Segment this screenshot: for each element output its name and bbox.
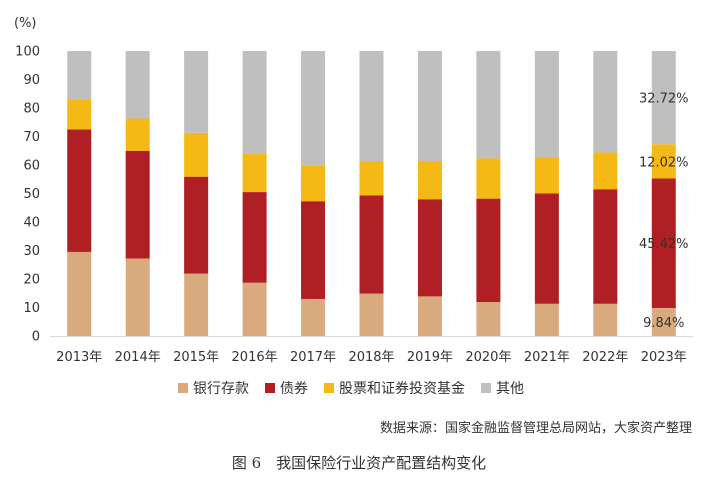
y-tick-label: 70: [23, 130, 40, 145]
x-tick-label: 2017年: [290, 350, 336, 365]
legend-item-bonds: 债券: [265, 378, 308, 398]
bar-segment-0-2: [184, 273, 209, 336]
legend-item-other: 其他: [481, 378, 524, 398]
x-tick-label: 2020年: [465, 350, 511, 365]
bar-segment-2-6: [417, 161, 442, 200]
y-tick-label: 80: [23, 102, 40, 117]
bar-segment-0-5: [359, 293, 384, 336]
bar-segment-1-1: [125, 150, 150, 259]
legend-label: 股票和证券投资基金: [339, 381, 465, 397]
bar-segment-3-2: [184, 51, 209, 133]
bar-segment-0-1: [125, 258, 150, 336]
bar-segment-0-3: [242, 282, 267, 336]
bar-segment-3-5: [359, 51, 384, 162]
bar-segment-3-6: [417, 51, 442, 162]
legend-item-stocks-funds: 股票和证券投资基金: [324, 378, 465, 398]
legend-label: 债券: [280, 381, 308, 397]
legend-swatch: [324, 383, 334, 393]
legend-label: 其他: [496, 381, 524, 397]
y-axis: 0 10 20 30 40 50 60 70 80 90 100: [15, 45, 40, 345]
bar-segment-2-9: [593, 152, 618, 190]
data-labels: 32.72% 12.02% 45.42% 9.84%: [639, 92, 689, 331]
y-tick-label: 60: [23, 159, 40, 174]
bar-segment-3-10: [651, 51, 676, 145]
x-axis: 2013年 2014年 2015年 2016年 2017年 2018年 2019年 2020年…: [50, 336, 693, 365]
bar-segment-1-9: [593, 189, 618, 304]
y-tick-label: 90: [23, 73, 40, 88]
bar-segment-2-7: [476, 158, 501, 199]
y-tick-label: 100: [15, 45, 40, 60]
bar-segment-3-0: [67, 51, 92, 100]
bar-segment-1-7: [476, 198, 501, 303]
bar-segment-3-3: [242, 51, 267, 154]
bar-segment-1-0: [67, 129, 92, 252]
bar-segment-2-5: [359, 161, 384, 196]
bar-segment-0-7: [476, 302, 501, 336]
data-label: 45.42%: [639, 237, 689, 252]
legend-label: 银行存款: [193, 381, 249, 397]
legend-swatch: [265, 383, 275, 393]
data-label: 9.84%: [643, 316, 684, 331]
y-tick-label: 0: [32, 330, 40, 345]
legend-swatch: [178, 383, 188, 393]
bar-segment-3-4: [301, 51, 326, 166]
x-tick-label: 2022年: [582, 350, 628, 365]
bar-segment-0-8: [534, 303, 559, 336]
bar-segment-3-8: [534, 51, 559, 158]
x-tick-label: 2015年: [173, 350, 219, 365]
bar-segment-2-1: [125, 118, 150, 151]
y-tick-label: 20: [23, 273, 40, 288]
data-label: 12.02%: [639, 155, 689, 170]
bar-segment-0-10: [651, 307, 676, 336]
y-tick-label: 40: [23, 216, 40, 231]
y-tick-label: 50: [23, 187, 40, 202]
x-tick-label: 2023年: [641, 350, 687, 365]
bar-segment-0-9: [593, 303, 618, 336]
legend-item-bank-deposit: 银行存款: [178, 378, 249, 398]
bar-segment-3-7: [476, 51, 501, 159]
bar-segment-3-9: [593, 51, 618, 153]
legend: 银行存款 债券 股票和证券投资基金 其他: [178, 378, 524, 398]
bar-segment-2-3: [242, 153, 267, 193]
x-tick-label: 2018年: [348, 350, 394, 365]
bar-segment-3-1: [125, 51, 150, 119]
y-tick-label: 30: [23, 244, 40, 259]
bar-segment-2-10: [651, 144, 676, 179]
bar-segment-1-4: [301, 201, 326, 299]
bars: [67, 51, 676, 336]
y-tick-label: 10: [23, 301, 40, 316]
bar-segment-1-3: [242, 192, 267, 283]
bar-segment-1-10: [651, 178, 676, 308]
bar-segment-1-6: [417, 199, 442, 297]
bar-segment-0-0: [67, 251, 92, 336]
bar-segment-2-8: [534, 157, 559, 194]
bar-segment-1-5: [359, 195, 384, 294]
y-axis-unit-label: (%): [14, 16, 37, 31]
data-label: 32.72%: [639, 92, 689, 107]
bar-segment-1-2: [184, 176, 209, 274]
figure-caption: 图 6 我国保险行业资产配置结构变化: [231, 454, 487, 472]
x-tick-label: 2019年: [407, 350, 453, 365]
legend-swatch: [481, 383, 491, 393]
bar-segment-2-0: [67, 99, 92, 130]
bar-segment-0-4: [301, 298, 326, 336]
x-tick-label: 2013年: [56, 350, 102, 365]
bar-segment-0-6: [417, 296, 442, 336]
x-tick-label: 2021年: [524, 350, 570, 365]
bar-segment-2-4: [301, 165, 326, 202]
x-tick-label: 2014年: [115, 350, 161, 365]
bar-segment-1-8: [534, 193, 559, 304]
bar-segment-2-2: [184, 132, 209, 177]
data-source-note: 数据来源：国家金融监督管理总局网站，大家资产整理: [379, 421, 692, 436]
x-tick-label: 2016年: [232, 350, 278, 365]
